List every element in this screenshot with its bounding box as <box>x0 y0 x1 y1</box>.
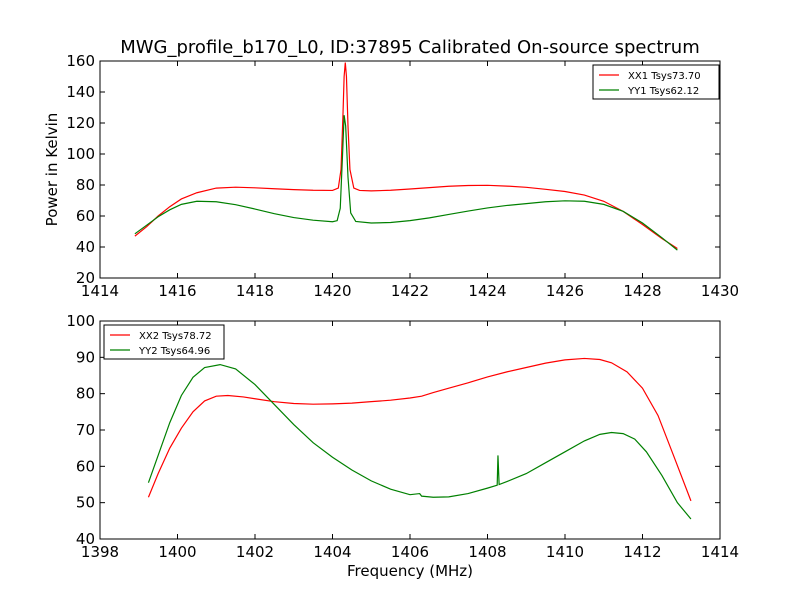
x-tick-label: 1402 <box>236 543 274 561</box>
x-tick-label: 1408 <box>468 543 506 561</box>
y-tick-label: 140 <box>66 83 95 101</box>
y-tick-label: 40 <box>76 530 95 548</box>
x-tick-label: 1398 <box>81 543 119 561</box>
x-tick-label: 1406 <box>391 543 429 561</box>
series-line-2 <box>134 115 678 251</box>
y-tick-label: 50 <box>76 494 95 512</box>
x-tick-label: 1426 <box>546 282 584 300</box>
y-tick-label: 80 <box>76 176 95 194</box>
legend-box <box>592 64 720 100</box>
x-tick-label: 1420 <box>313 282 351 300</box>
x-tick-label: 1430 <box>701 282 739 300</box>
x-tick-label: 1422 <box>391 282 429 300</box>
x-tick-label: 1404 <box>313 543 351 561</box>
chart-1: 1414 1416 1418 1420 1422 1424 1426 1428 1430 20 40… <box>43 52 739 300</box>
legend-label: YY2 Tsys64.96 <box>138 346 210 357</box>
y-tick-label: 160 <box>66 52 95 70</box>
figure-title: MWG_profile_b170_L0, ID:37895 Calibrated… <box>120 37 700 58</box>
series-line-1 <box>147 357 692 502</box>
y-tick-label: 100 <box>66 312 95 330</box>
x-axis-label: Frequency (MHz) <box>347 562 473 580</box>
y-axis-label: Power in Kelvin <box>43 113 61 227</box>
y-tick-label: 70 <box>76 421 95 439</box>
legend-box <box>103 324 225 360</box>
series-line-2 <box>147 363 692 520</box>
y-tick-label: 90 <box>76 348 95 366</box>
series-line-1 <box>134 62 678 250</box>
x-tick-label: 1428 <box>623 282 661 300</box>
x-tick-label: 1418 <box>236 282 274 300</box>
y-tick-label: 40 <box>76 238 95 256</box>
legend-label: XX2 Tsys78.72 <box>139 331 212 342</box>
plots-container: 1414 1416 1418 1420 1422 1424 1426 1428 1430 20 40… <box>43 52 739 580</box>
x-tick-label: 1400 <box>158 543 196 561</box>
chart-2: 1398 1400 1402 1404 1406 1408 1410 1412 1414 40 50… <box>66 312 739 580</box>
y-tick-label: 60 <box>76 457 95 475</box>
x-tick-label: 1410 <box>546 543 584 561</box>
x-tick-label: 1416 <box>158 282 196 300</box>
legend-label: XX1 Tsys73.70 <box>628 71 701 82</box>
y-tick-label: 60 <box>76 207 95 225</box>
y-tick-label: 120 <box>66 114 95 132</box>
x-tick-label: 1414 <box>81 282 119 300</box>
y-tick-label: 80 <box>76 385 95 403</box>
legend-label: YY1 Tsys62.12 <box>627 86 699 97</box>
x-tick-label: 1414 <box>701 543 739 561</box>
legend: XX2 Tsys78.72 YY2 Tsys64.96 <box>103 324 225 360</box>
x-tick-label: 1424 <box>468 282 506 300</box>
y-tick-label: 20 <box>76 269 95 287</box>
x-tick-label: 1412 <box>623 543 661 561</box>
y-tick-label: 100 <box>66 145 95 163</box>
legend: XX1 Tsys73.70 YY1 Tsys62.12 <box>592 64 720 100</box>
